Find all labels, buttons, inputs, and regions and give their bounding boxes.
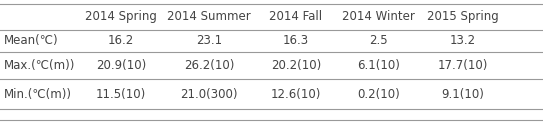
Text: 2015 Spring: 2015 Spring xyxy=(427,10,499,23)
Text: 21.0(300): 21.0(300) xyxy=(180,88,238,101)
Text: 0.2(10): 0.2(10) xyxy=(357,88,400,101)
Text: 26.2(10): 26.2(10) xyxy=(184,59,234,72)
Text: 11.5(10): 11.5(10) xyxy=(96,88,146,101)
Text: 23.1: 23.1 xyxy=(196,34,222,47)
Text: Min.(℃(m)): Min.(℃(m)) xyxy=(4,88,72,101)
Text: 17.7(10): 17.7(10) xyxy=(438,59,488,72)
Text: 9.1(10): 9.1(10) xyxy=(441,88,484,101)
Text: 2014 Fall: 2014 Fall xyxy=(269,10,323,23)
Text: Mean(℃): Mean(℃) xyxy=(4,34,59,47)
Text: 16.2: 16.2 xyxy=(108,34,134,47)
Text: 6.1(10): 6.1(10) xyxy=(357,59,400,72)
Text: 2.5: 2.5 xyxy=(369,34,388,47)
Text: 2014 Spring: 2014 Spring xyxy=(85,10,157,23)
Text: 20.9(10): 20.9(10) xyxy=(96,59,146,72)
Text: 16.3: 16.3 xyxy=(283,34,309,47)
Text: 12.6(10): 12.6(10) xyxy=(271,88,321,101)
Text: 2014 Winter: 2014 Winter xyxy=(342,10,415,23)
Text: Max.(℃(m)): Max.(℃(m)) xyxy=(4,59,75,72)
Text: 20.2(10): 20.2(10) xyxy=(271,59,321,72)
Text: 2014 Summer: 2014 Summer xyxy=(167,10,251,23)
Text: 13.2: 13.2 xyxy=(450,34,476,47)
